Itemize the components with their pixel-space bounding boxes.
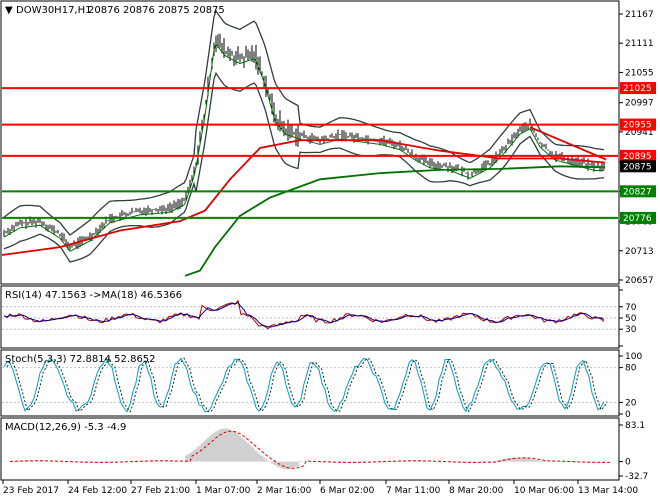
horizontal-levels	[2, 87, 618, 219]
stoch-axis: 100 80 20 0	[619, 352, 642, 420]
time-axis: 23 Feb 2017 24 Feb 12:00 27 Feb 21:00 1 Mar…	[3, 486, 638, 496]
rsi-label: RSI(14) 47.1563 ->MA(18) 46.5366	[5, 290, 182, 301]
support-tag	[620, 185, 656, 198]
stoch-tick-label: 0	[625, 410, 631, 420]
stoch-pane[interactable]	[0, 349, 620, 417]
price-tick-label: 21167	[625, 10, 654, 20]
resistance-tag-label: 21025	[623, 84, 652, 94]
price-tick-label: 21055	[625, 68, 654, 78]
stoch-label: Stoch(5,3,3) 72.8814 52.8652	[5, 354, 156, 365]
macd-axis: 83.1 0 -32.7	[619, 421, 648, 482]
time-label: 13 Mar 14:00	[578, 486, 638, 496]
resistance-tag	[620, 149, 656, 162]
rsi-tick-label: 70	[625, 303, 637, 313]
rsi-tick-label: 30	[625, 325, 637, 335]
time-label: 27 Feb 21:00	[131, 486, 190, 496]
rsi-ma-line	[3, 302, 605, 328]
macd-tick-label: -32.7	[625, 472, 648, 482]
resistance-tag	[620, 82, 656, 95]
stoch-tick-label: 100	[625, 352, 642, 362]
macd-signal-line	[10, 430, 610, 469]
symbol-title: DOW30H17,H1	[16, 5, 92, 16]
time-label: 6 Mar 02:00	[320, 486, 375, 496]
price-tick-label: 20941	[625, 128, 654, 138]
stoch-d-line	[6, 356, 608, 413]
resistance-tag-label: 20955	[623, 121, 652, 131]
current-price-tag	[620, 160, 656, 173]
support-tag	[620, 211, 656, 224]
time-label: 2 Mar 16:00	[257, 486, 312, 496]
support-tag-label: 20827	[623, 187, 652, 197]
stoch-tick-label: 80	[625, 364, 637, 374]
symbol-ohlc: 20876 20876 20875 20875	[88, 5, 225, 16]
resistance-tag-label: 20895	[623, 152, 652, 162]
time-label: 24 Feb 12:00	[68, 486, 127, 496]
level-price-tags: 21025 20955 20895 20827 20776 20875	[620, 82, 656, 224]
price-tick-label: 20657	[625, 276, 654, 286]
time-label: 1 Mar 07:00	[196, 486, 251, 496]
stoch-series	[2, 356, 618, 413]
time-grid	[2, 480, 579, 484]
macd-pane[interactable]	[0, 417, 620, 481]
macd-tick-label: 83.1	[625, 421, 645, 431]
resistance-tag	[620, 118, 656, 131]
time-label: 23 Feb 2017	[3, 486, 59, 496]
stoch-k-line	[3, 356, 605, 413]
ma-long-green	[184, 165, 606, 277]
stoch-tick-label: 20	[625, 398, 637, 408]
macd-tick-label: 0	[625, 458, 631, 468]
ma-slow-red	[1, 139, 606, 256]
price-tick-label: 20713	[625, 247, 654, 257]
price-tick-label: 21111	[625, 39, 654, 49]
time-label: 7 Mar 11:00	[386, 486, 441, 496]
price-axis: 2116721111210552099720941208832082720769…	[619, 10, 654, 286]
price-tick-label: 20997	[625, 99, 654, 109]
trend-line	[529, 126, 607, 161]
macd-label: MACD(12,26,9) -5.3 -4.9	[5, 422, 126, 433]
current-price-label: 20875	[623, 162, 652, 172]
bollinger-lower	[3, 71, 605, 263]
rsi-tick-label: 50	[625, 314, 637, 324]
time-label: 8 Mar 20:00	[449, 486, 504, 496]
macd-series	[3, 428, 610, 469]
support-tag-label: 20776	[623, 214, 652, 224]
price-series	[1, 9, 607, 277]
symbol-arrow-icon: ▼	[5, 5, 13, 16]
rsi-series	[2, 299, 618, 330]
time-label: 10 Mar 06:00	[514, 486, 574, 496]
